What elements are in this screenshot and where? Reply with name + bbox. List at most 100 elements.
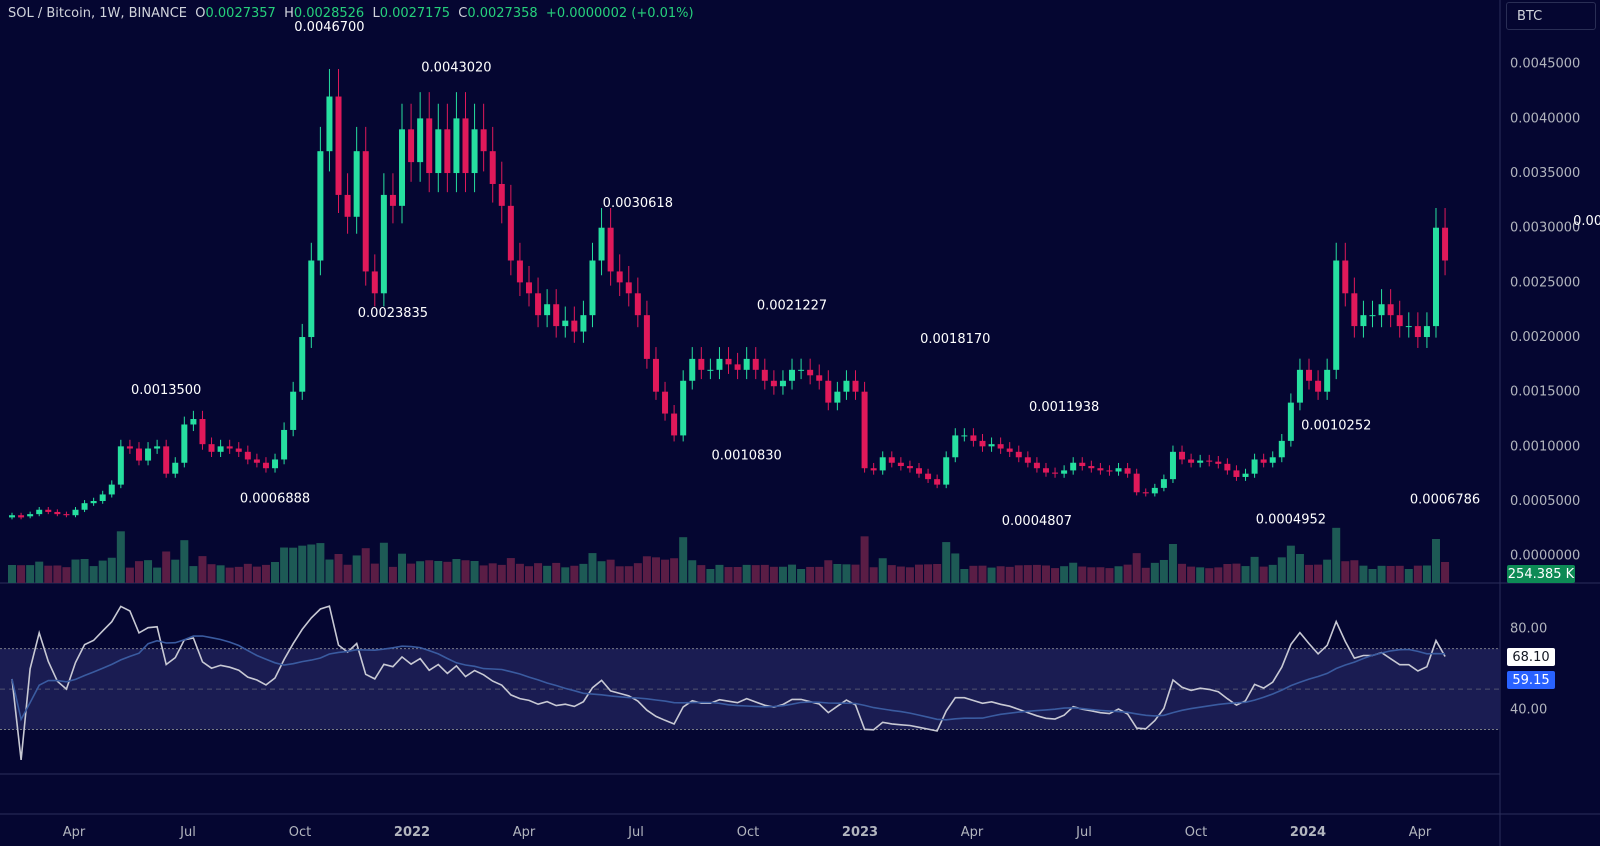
candle-body — [625, 282, 632, 294]
volume-bar — [679, 537, 688, 583]
volume-bar — [1422, 565, 1431, 583]
high-label: H — [284, 6, 294, 21]
candle-body — [9, 515, 15, 518]
currency-button[interactable]: BTC — [1506, 2, 1596, 30]
candle-body — [1251, 459, 1258, 474]
volume-bar — [1323, 559, 1332, 583]
price-tick-label: 0.0040000 — [1510, 111, 1580, 126]
candle-body — [480, 129, 487, 152]
candle-body — [1024, 457, 1031, 463]
volume-bar — [17, 565, 26, 583]
candle-body — [281, 429, 288, 460]
candle-body — [643, 315, 650, 359]
volume-bar — [425, 560, 434, 583]
candle-body — [652, 358, 659, 392]
time-tick-label: Oct — [1185, 825, 1207, 840]
volume-bar — [1041, 565, 1050, 583]
candle-body — [1197, 460, 1204, 463]
volume-bar — [1168, 544, 1177, 583]
volume-bar — [769, 566, 778, 583]
candle-body — [734, 364, 741, 370]
volume-bar — [1404, 569, 1413, 583]
rsi-ma-value: 59.15 — [1512, 673, 1549, 688]
volume-bar — [1132, 553, 1141, 583]
volume-badge — [1507, 565, 1575, 583]
candle-body — [399, 129, 406, 206]
candle-body — [1160, 479, 1167, 488]
volume-bar — [243, 563, 252, 583]
time-tick-label: 2024 — [1290, 825, 1326, 840]
candle-body — [571, 320, 578, 332]
candle-body — [190, 419, 197, 425]
volume-bar — [144, 560, 153, 583]
volume-bar — [1150, 562, 1159, 583]
volume-bar — [198, 556, 207, 583]
volume-bar — [407, 563, 416, 583]
rsi-tick-label: 80.00 — [1510, 621, 1547, 636]
candle-body — [181, 424, 188, 463]
volume-bar — [1060, 566, 1069, 583]
price-tick-label: 0.0025000 — [1510, 275, 1580, 290]
volume-bar — [71, 559, 80, 583]
candle-body — [471, 129, 478, 174]
volume-bar — [797, 569, 806, 583]
volume-bar — [515, 563, 524, 583]
candle-body — [226, 446, 233, 449]
candle-body — [453, 118, 460, 174]
volume-bar — [98, 560, 107, 583]
candle-body — [1369, 315, 1376, 317]
volume-bar — [1241, 566, 1250, 583]
time-tick-label: Jul — [1075, 825, 1092, 840]
candle-body — [27, 514, 34, 517]
rsi-ma-line — [11, 635, 1446, 722]
candle-body — [761, 369, 768, 381]
open-value: 0.0027357 — [205, 6, 276, 21]
time-tick-label: Jul — [627, 825, 644, 840]
candle-body — [897, 462, 904, 467]
low-label: L — [372, 6, 380, 21]
time-tick-label: Oct — [737, 825, 759, 840]
candle-body — [961, 435, 968, 437]
volume-bar — [1305, 564, 1314, 583]
volume-bar — [706, 569, 715, 583]
candle-body — [825, 380, 832, 403]
volume-bar — [969, 565, 978, 583]
candle-body — [916, 468, 922, 474]
volume-bar — [615, 566, 624, 583]
candle-body — [326, 96, 333, 152]
price-tick-label: 0.0015000 — [1510, 385, 1580, 400]
volume-bar — [134, 561, 143, 583]
candle-body — [516, 260, 523, 283]
candle-body — [199, 419, 206, 445]
price-tick-label: 0.0005000 — [1510, 494, 1580, 509]
candle-body — [417, 118, 424, 163]
candle-body — [1278, 440, 1285, 458]
volume-bar — [1178, 563, 1187, 583]
volume-bar — [1413, 565, 1422, 583]
volume-bar — [742, 564, 751, 583]
candle-body — [544, 304, 551, 316]
volume-bar — [915, 564, 923, 583]
candle-body — [525, 282, 532, 294]
volume-bar — [715, 564, 724, 583]
candle-body — [36, 509, 43, 515]
volume-bar — [280, 547, 289, 583]
volume-bar — [1014, 565, 1023, 583]
candle-body — [662, 391, 669, 414]
candle-body — [843, 380, 850, 392]
volume-bar — [1187, 566, 1196, 583]
volume-bar — [987, 567, 996, 583]
price-annotation: 0.0004807 — [1002, 514, 1072, 529]
candle-body — [934, 479, 941, 485]
candle-body — [253, 459, 260, 463]
candle-body — [997, 444, 1004, 449]
candle-body — [979, 440, 986, 447]
close-label: C — [458, 6, 468, 21]
volume-bar — [8, 565, 16, 583]
open-label: O — [195, 6, 206, 21]
candle-body — [1360, 315, 1367, 327]
candle-body — [1097, 468, 1104, 471]
volume-bar — [1123, 564, 1132, 583]
candle-body — [789, 369, 796, 381]
